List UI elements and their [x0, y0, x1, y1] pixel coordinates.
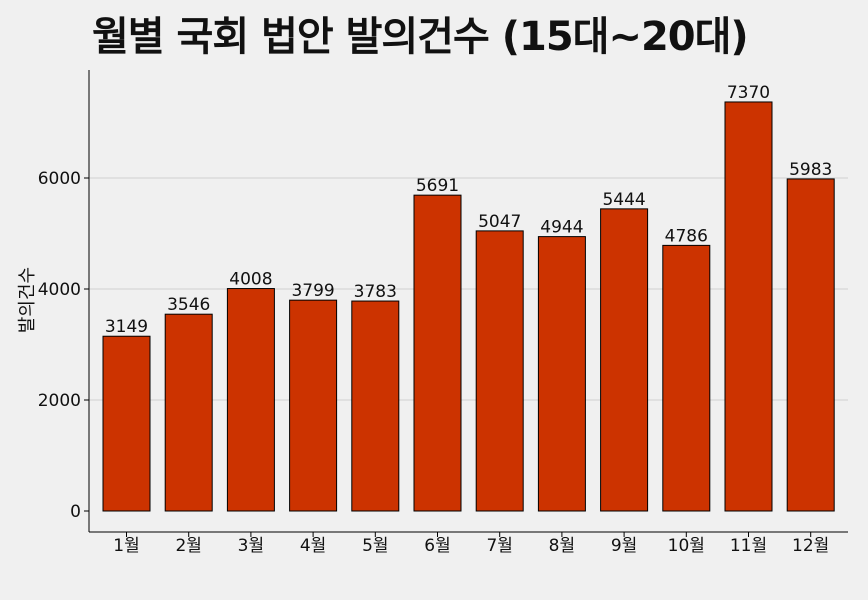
x-tick-label: 4월: [300, 536, 326, 556]
y-tick-label: 6000: [38, 169, 81, 189]
y-tick-label: 4000: [38, 280, 81, 300]
x-tick-label: 7월: [486, 536, 512, 556]
y-axis-label: 발의건수: [17, 267, 38, 333]
data-label: 7370: [727, 83, 770, 103]
data-label: 4944: [540, 218, 583, 238]
bar: [600, 208, 649, 512]
data-label: 3799: [291, 281, 334, 301]
bar: [786, 178, 835, 512]
bar: [102, 335, 151, 512]
bar: [226, 288, 275, 512]
x-tick-label: 6월: [424, 536, 450, 556]
x-tick-label: 9월: [611, 536, 637, 556]
x-tick-label: 12월: [792, 536, 829, 556]
x-tick-label: 1월: [113, 536, 139, 556]
data-label: 3149: [105, 317, 148, 337]
bar: [724, 101, 773, 512]
x-tick-label: 2월: [175, 536, 201, 556]
x-tick-label: 11월: [730, 536, 767, 556]
data-label: 4008: [229, 270, 272, 290]
data-label: 5047: [478, 212, 521, 232]
bar: [475, 230, 524, 512]
data-label: 5691: [416, 176, 459, 196]
x-tick-label: 8월: [549, 536, 575, 556]
y-tick-label: 0: [70, 502, 81, 522]
bar: [537, 236, 586, 512]
y-tick-label: 2000: [38, 391, 81, 411]
bar: [164, 313, 213, 512]
x-tick-label: 5월: [362, 536, 388, 556]
chart-title: 월별 국회 법안 발의건수 (15대~20대): [92, 14, 749, 60]
data-label: 5444: [602, 190, 645, 210]
bar: [662, 244, 711, 512]
x-tick-label: 3월: [238, 536, 264, 556]
data-label: 5983: [789, 160, 832, 180]
bar: [289, 299, 338, 512]
data-label: 4786: [665, 226, 708, 246]
data-label: 3783: [354, 282, 397, 302]
bar: [351, 300, 400, 512]
data-label: 3546: [167, 295, 210, 315]
bar: [413, 194, 462, 512]
x-tick-label: 10월: [668, 536, 705, 556]
